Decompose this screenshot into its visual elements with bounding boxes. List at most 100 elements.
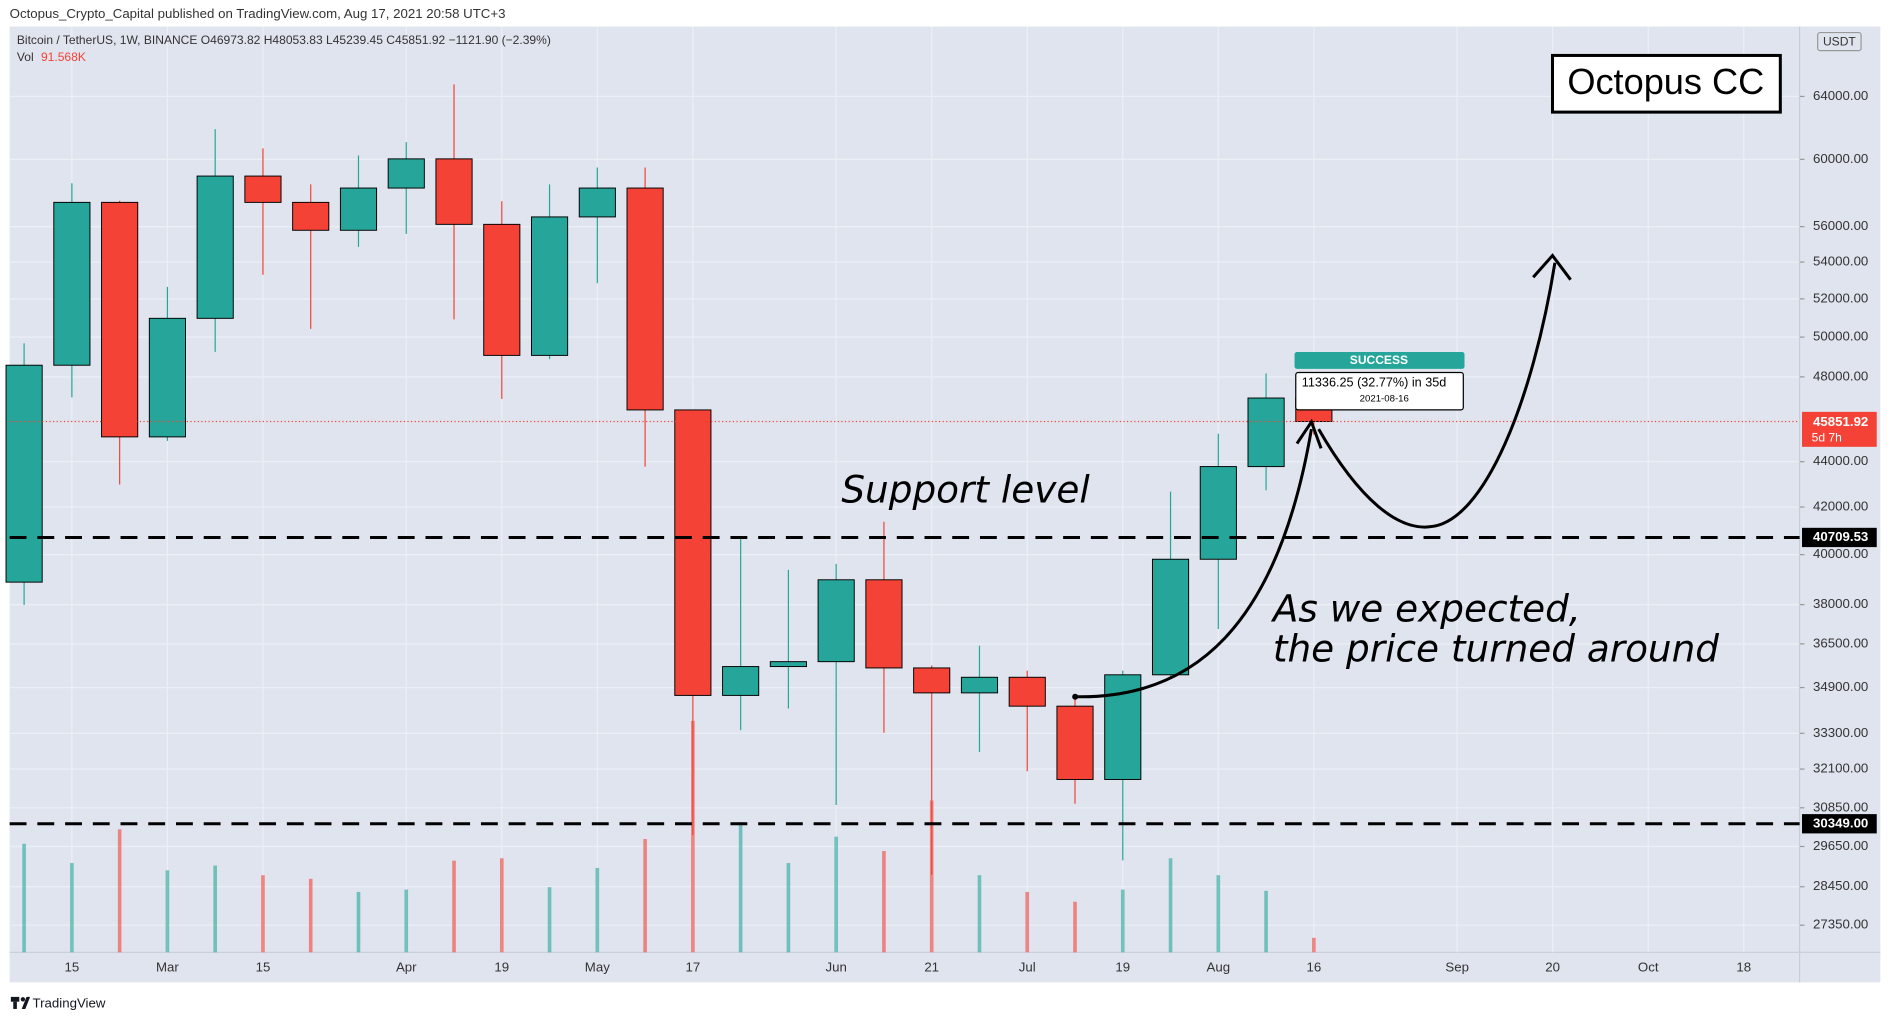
candle-layer: [5, 84, 1333, 875]
candle-body: [53, 201, 91, 366]
x-tick-label: Sep: [1445, 959, 1469, 974]
y-tick-label: 64000.00: [1813, 88, 1868, 103]
y-tick-label: 33300.00: [1813, 725, 1868, 740]
candle-body: [913, 667, 951, 694]
y-tick-label: 50000.00: [1813, 329, 1868, 344]
arrow-head-2: [1532, 253, 1572, 281]
comment-line-2: the price turned around: [1273, 626, 1719, 670]
x-tick-label: 15: [256, 959, 271, 974]
x-tick-label: Mar: [156, 959, 179, 974]
volume-bar: [1264, 890, 1268, 953]
volume-bar: [165, 870, 170, 953]
volume-bar: [1168, 858, 1173, 953]
footer: TradingView: [33, 996, 106, 1011]
arrow-head-1: [1295, 418, 1323, 449]
candle-body: [722, 666, 760, 696]
candle-body: [1247, 397, 1285, 468]
axes: 64000.00 60000.00 56000.00 54000.00 52000.00…: [65, 88, 1869, 975]
candle-body: [1151, 558, 1190, 676]
candle-body: [817, 579, 855, 663]
volume-bar: [404, 889, 409, 953]
level-price-badge: [1802, 527, 1877, 548]
y-tick-label: 36500.00: [1813, 635, 1868, 650]
candle-body: [626, 187, 664, 411]
candle-body: [530, 216, 569, 356]
level-layer: 40709.53 30349.00 45851.92 5d 7h: [9, 411, 1877, 834]
measure-date: 2021-08-16: [1360, 394, 1409, 405]
y-tick-label: 28450.00: [1813, 878, 1868, 893]
volume-bar: [452, 860, 456, 953]
y-tick-label: 29650.00: [1813, 838, 1868, 853]
x-tick-label: 16: [1306, 959, 1321, 974]
x-tick-label: 18: [1736, 959, 1751, 974]
y-tick-label: 42000.00: [1813, 499, 1868, 514]
volume-bar: [22, 843, 26, 953]
legend-symbol: Bitcoin / TetherUS, 1W, BINANCE O46973.8…: [17, 33, 551, 47]
candle-body: [148, 317, 186, 438]
x-tick-label: Aug: [1207, 959, 1231, 974]
brand-box: [1550, 53, 1782, 114]
volume-bar: [1312, 937, 1316, 953]
grid: [9, 26, 1800, 953]
x-tick-label: Oct: [1638, 959, 1659, 974]
x-tick-label: 21: [924, 959, 939, 974]
currency-badge: [1817, 31, 1862, 52]
y-tick-label: 52000.00: [1813, 290, 1868, 305]
arrow-up-2: [1317, 262, 1557, 529]
legend-volume-name: Vol: [17, 50, 34, 64]
volume-bar: [738, 822, 743, 953]
y-tick-label: 44000.00: [1813, 453, 1868, 468]
last-price-label: 45851.92: [1813, 414, 1868, 429]
y-tick-label: 48000.00: [1813, 368, 1868, 383]
volume-bar: [595, 867, 600, 953]
candle-body: [483, 223, 521, 356]
x-tick-label: Jun: [825, 959, 846, 974]
last-price-badge: [1802, 411, 1877, 447]
candle-body: [960, 676, 999, 694]
candle-body: [578, 187, 616, 218]
candle-body: [1008, 676, 1046, 707]
countdown: 5d 7h: [1812, 431, 1842, 445]
arrow-up-1: [1075, 428, 1313, 699]
legend-volume-value: 91.568K: [41, 50, 86, 64]
candle-body: [5, 364, 43, 583]
volume-bar: [308, 878, 313, 953]
volume-bar: [786, 863, 791, 953]
volume-bar: [547, 887, 552, 953]
x-tick-label: Jul: [1019, 959, 1036, 974]
volume-bar: [834, 836, 838, 953]
volume-bar: [929, 800, 934, 953]
x-tick-label: Apr: [396, 959, 417, 974]
status: SUCCESS: [1350, 353, 1408, 367]
candle-body: [339, 187, 378, 231]
y-tick-label: 27350.00: [1813, 917, 1868, 932]
volume-bar: [499, 858, 504, 953]
y-tick-label: 60000.00: [1813, 151, 1868, 166]
candle-body: [1199, 466, 1237, 560]
volume-bar: [1216, 875, 1221, 953]
y-tick-label: 40000.00: [1813, 546, 1868, 561]
candle-body: [292, 201, 330, 231]
volume-bar: [977, 875, 982, 953]
y-tick-label: 34900.00: [1813, 679, 1868, 694]
byline: Octopus_Crypto_Capital published on Trad…: [10, 6, 506, 21]
volume-bar: [213, 865, 217, 953]
currency: USDT: [1823, 34, 1856, 48]
volume-bar: [691, 720, 695, 953]
level-price-label: 30349.00: [1813, 815, 1868, 830]
level-price-label: 40709.53: [1813, 529, 1868, 544]
volume-bar: [356, 891, 361, 953]
y-tick-label: 54000.00: [1813, 254, 1868, 269]
arrow-origin: [1072, 693, 1079, 700]
x-tick-label: May: [585, 959, 610, 974]
candle-body: [387, 158, 425, 189]
brand: Octopus CC: [1567, 61, 1764, 102]
logo-part: [20, 997, 26, 1002]
x-tick-label: 15: [65, 959, 80, 974]
x-tick-label: 20: [1545, 959, 1560, 974]
logo-part: [10, 996, 20, 1002]
candle-body: [769, 661, 807, 668]
candle-body: [865, 579, 903, 669]
